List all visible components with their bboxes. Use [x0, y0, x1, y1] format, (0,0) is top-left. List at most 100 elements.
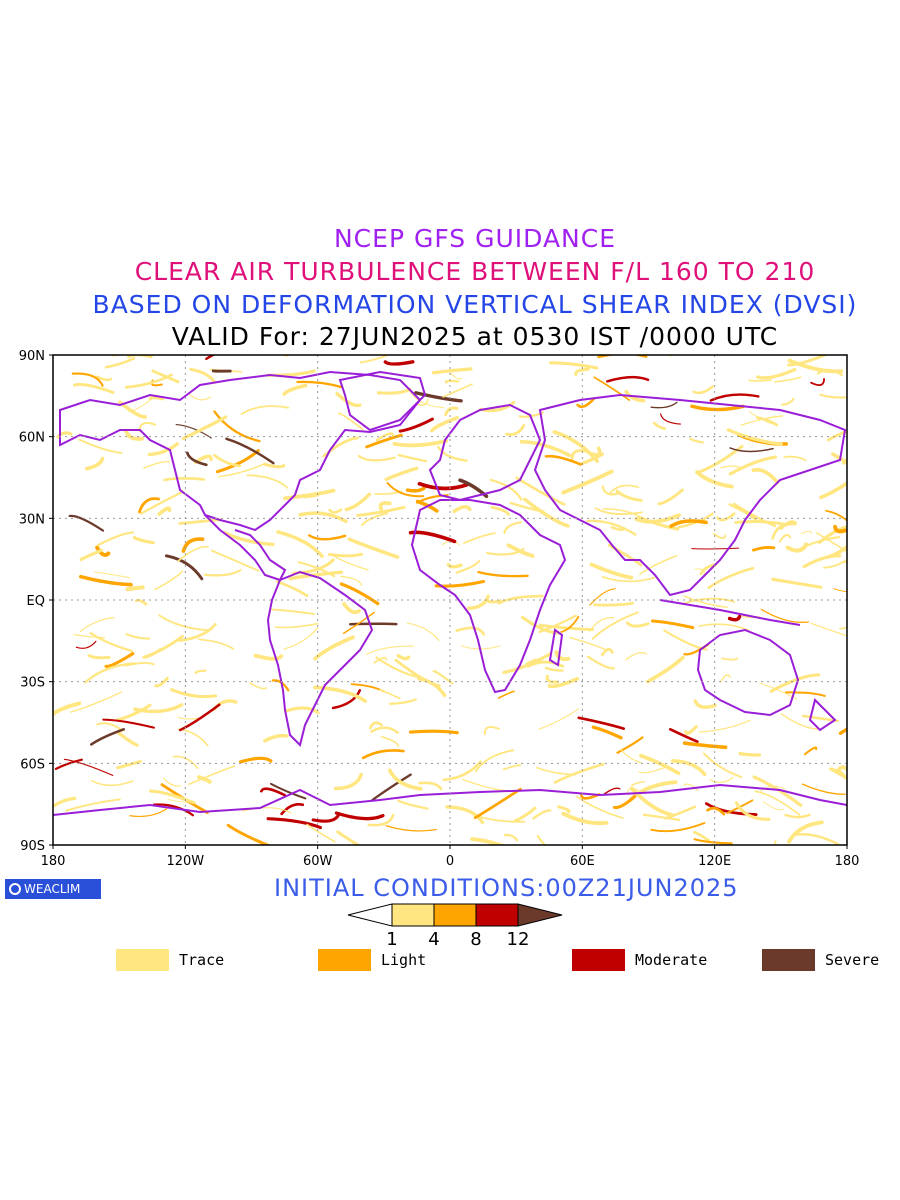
turbulence-streak: [589, 562, 634, 580]
turbulence-streak: [203, 569, 242, 577]
turbulence-streak: [90, 728, 126, 746]
turbulence-streak: [740, 415, 784, 426]
latitude-label: 90N: [19, 349, 45, 364]
turbulence-streak: [828, 767, 846, 780]
turbulence-streak: [734, 801, 771, 821]
turbulence-streak: [802, 554, 842, 569]
legend-item: Moderate: [572, 949, 707, 971]
turbulence-streak: [144, 648, 162, 659]
turbulence-streak: [432, 670, 454, 685]
turbulence-streak: [509, 501, 545, 513]
turbulence-streak: [784, 691, 826, 697]
turbulence-streak: [455, 559, 481, 574]
turbulence-streak: [375, 432, 395, 442]
turbulence-streak: [657, 488, 684, 506]
turbulence-streak: [442, 383, 473, 398]
turbulence-streak: [357, 454, 396, 462]
turbulence-streak: [601, 485, 621, 496]
turbulence-streak: [593, 376, 631, 401]
latitude-label: EQ: [27, 594, 45, 609]
turbulence-streak: [157, 506, 172, 516]
turbulence-streak: [75, 640, 97, 649]
turbulence-streak: [681, 597, 736, 605]
title-line-3: BASED ON DEFORMATION VERTICAL SHEAR INDE…: [92, 290, 858, 319]
turbulence-streak: [266, 817, 322, 830]
turbulence-streak: [418, 781, 443, 791]
turbulence-streak: [683, 595, 728, 609]
turbulence-streak: [502, 652, 553, 675]
turbulence-streak: [692, 385, 715, 395]
turbulence-streak: [602, 787, 621, 796]
turbulence-streak: [698, 623, 750, 632]
turbulence-streak: [536, 834, 547, 845]
turbulence-streak: [274, 622, 319, 629]
turbulence-streak: [751, 467, 780, 485]
turbulence-streak: [322, 436, 360, 458]
turbulence-streak: [416, 398, 429, 406]
turbulence-streak: [330, 554, 369, 571]
weaclim-logo: WEACLIM: [5, 879, 101, 899]
coast-indonesia: [659, 599, 801, 626]
turbulence-streak: [434, 579, 486, 588]
logo-ring-icon: [9, 883, 21, 895]
turbulence-streak: [704, 802, 758, 816]
turbulence-streak: [707, 566, 755, 590]
turbulence-streak: [344, 492, 372, 512]
colorbar: 1 4 8 12: [347, 903, 563, 950]
turbulence-streak: [385, 825, 437, 832]
turbulence-streak: [825, 509, 847, 522]
turbulence-streak: [774, 839, 787, 845]
turbulence-streak: [262, 462, 286, 469]
turbulence-streak: [396, 654, 411, 661]
turbulence-streak: [96, 722, 124, 732]
turbulence-streak: [134, 598, 148, 606]
turbulence-streak: [762, 801, 784, 811]
turbulence-streak: [361, 749, 405, 760]
colorbar-tick-label: 1: [386, 929, 397, 950]
turbulence-streak: [552, 429, 600, 463]
turbulence-streak: [263, 733, 289, 743]
turbulence-streak: [503, 833, 519, 842]
turbulence-streak: [73, 634, 106, 639]
legend-item: Light: [318, 949, 426, 971]
turbulence-streak: [634, 513, 681, 524]
turbulence-streak: [645, 655, 685, 684]
turbulence-streak: [601, 647, 614, 657]
turbulence-streak: [189, 367, 217, 384]
turbulence-streak: [833, 524, 847, 534]
turbulence-streak: [383, 360, 415, 366]
turbulence-streak: [838, 727, 847, 735]
turbulence-streak: [102, 718, 155, 729]
turbulence-streak: [466, 594, 490, 610]
turbulence-streak: [591, 725, 623, 740]
turbulence-streak: [801, 783, 846, 795]
turbulence-streak: [371, 773, 412, 802]
turbulence-streak: [71, 372, 104, 387]
turbulence-streak: [526, 660, 565, 668]
turbulence-streak: [822, 558, 847, 569]
turbulence-streak: [721, 657, 739, 661]
legend: Trace Light Moderate Severe: [0, 945, 900, 975]
turbulence-streak: [339, 582, 380, 606]
turbulence-streak: [446, 562, 463, 569]
turbulence-streak: [668, 727, 699, 743]
turbulence-streak: [408, 729, 459, 735]
turbulence-streak: [115, 703, 152, 722]
turbulence-streak: [748, 379, 773, 382]
turbulence-streak: [223, 531, 275, 547]
turbulence-streak: [841, 561, 847, 563]
coastlines: [53, 370, 847, 816]
coast-south-america: [266, 570, 374, 747]
turbulence-streak: [132, 535, 155, 545]
turbulence-streak: [116, 730, 139, 747]
turbulence-streak: [89, 631, 134, 653]
turbulence-streak: [650, 401, 678, 409]
turbulence-streak: [696, 444, 744, 474]
title-line-1: NCEP GFS GUIDANCE: [333, 224, 616, 253]
turbulence-streak: [104, 652, 135, 668]
longitude-label: 180: [41, 854, 66, 869]
initial-conditions: INITIAL CONDITIONS:00Z21JUN2025: [274, 874, 739, 902]
turbulence-streak: [307, 534, 347, 541]
turbulence-streak: [397, 799, 429, 810]
turbulence-streak: [226, 823, 272, 845]
